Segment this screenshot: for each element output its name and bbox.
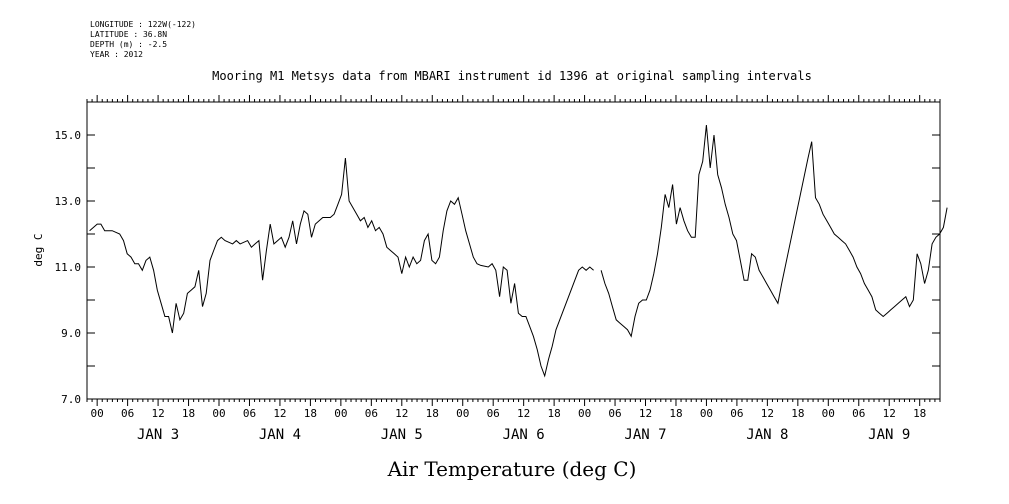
x-tick-label: 06 — [730, 407, 743, 420]
x-day-label: JAN 3 — [137, 427, 179, 443]
x-axis: 00 06 12 18 00 06 12 18 00 06 12 18 00 06 12 18 00 06 12 18… — [86, 95, 941, 443]
x-tick-label: 12 — [395, 407, 408, 420]
y-axis: 7.0 9.0 11.0 13.0 15.0 — [55, 101, 940, 406]
x-day-label: JAN 5 — [381, 427, 423, 443]
x-day-label: JAN 8 — [746, 427, 788, 443]
x-tick-label: 18 — [547, 407, 560, 420]
x-tick-label: 12 — [883, 407, 896, 420]
x-tick-label: 00 — [822, 407, 835, 420]
x-tick-label: 06 — [487, 407, 500, 420]
chart-title: Mooring M1 Metsys data from MBARI instru… — [212, 69, 812, 83]
x-tick-label: 18 — [791, 407, 804, 420]
x-tick-label: 06 — [121, 407, 134, 420]
latitude-text: LATITUDE : 36.8N — [90, 30, 168, 39]
x-tick-label: 18 — [304, 407, 317, 420]
x-tick-label: 12 — [761, 407, 774, 420]
x-tick-label: 00 — [700, 407, 713, 420]
x-tick-label: 12 — [273, 407, 286, 420]
x-tick-label: 18 — [669, 407, 682, 420]
y-tick-label: 13.0 — [55, 195, 82, 208]
y-tick-label: 9.0 — [61, 327, 81, 340]
x-tick-label: 00 — [456, 407, 469, 420]
x-axis-label: Air Temperature (deg C) — [387, 457, 637, 481]
x-tick-label: 18 — [426, 407, 439, 420]
x-tick-label: 12 — [151, 407, 164, 420]
year-text: YEAR : 2012 — [90, 50, 143, 59]
y-tick-label: 11.0 — [55, 261, 82, 274]
x-tick-label: 00 — [212, 407, 225, 420]
x-day-label: JAN 4 — [259, 427, 301, 443]
x-day-label: JAN 6 — [503, 427, 545, 443]
series-layer — [89, 125, 948, 378]
y-axis-label: deg C — [32, 233, 45, 266]
x-tick-label: 06 — [243, 407, 256, 420]
x-tick-label: 12 — [517, 407, 530, 420]
x-tick-label: 00 — [91, 407, 104, 420]
x-day-label: JAN 7 — [624, 427, 666, 443]
x-tick-label: 06 — [365, 407, 378, 420]
x-tick-label: 00 — [334, 407, 347, 420]
series-line — [89, 158, 594, 378]
depth-text: DEPTH (m) : -2.5 — [90, 40, 168, 49]
y-tick-label: 7.0 — [61, 393, 81, 406]
metadata-block: LONGITUDE : 122W(-122) LATITUDE : 36.8N … — [90, 20, 196, 60]
y-tick-label: 15.0 — [55, 129, 82, 142]
x-tick-label: 06 — [852, 407, 865, 420]
x-tick-label: 18 — [913, 407, 926, 420]
x-tick-label: 06 — [608, 407, 621, 420]
x-tick-label: 18 — [182, 407, 195, 420]
x-tick-label: 00 — [578, 407, 591, 420]
x-day-label: JAN 9 — [868, 427, 910, 443]
series-line — [600, 125, 948, 338]
x-tick-label: 12 — [639, 407, 652, 420]
longitude-text: LONGITUDE : 122W(-122) — [90, 20, 196, 29]
